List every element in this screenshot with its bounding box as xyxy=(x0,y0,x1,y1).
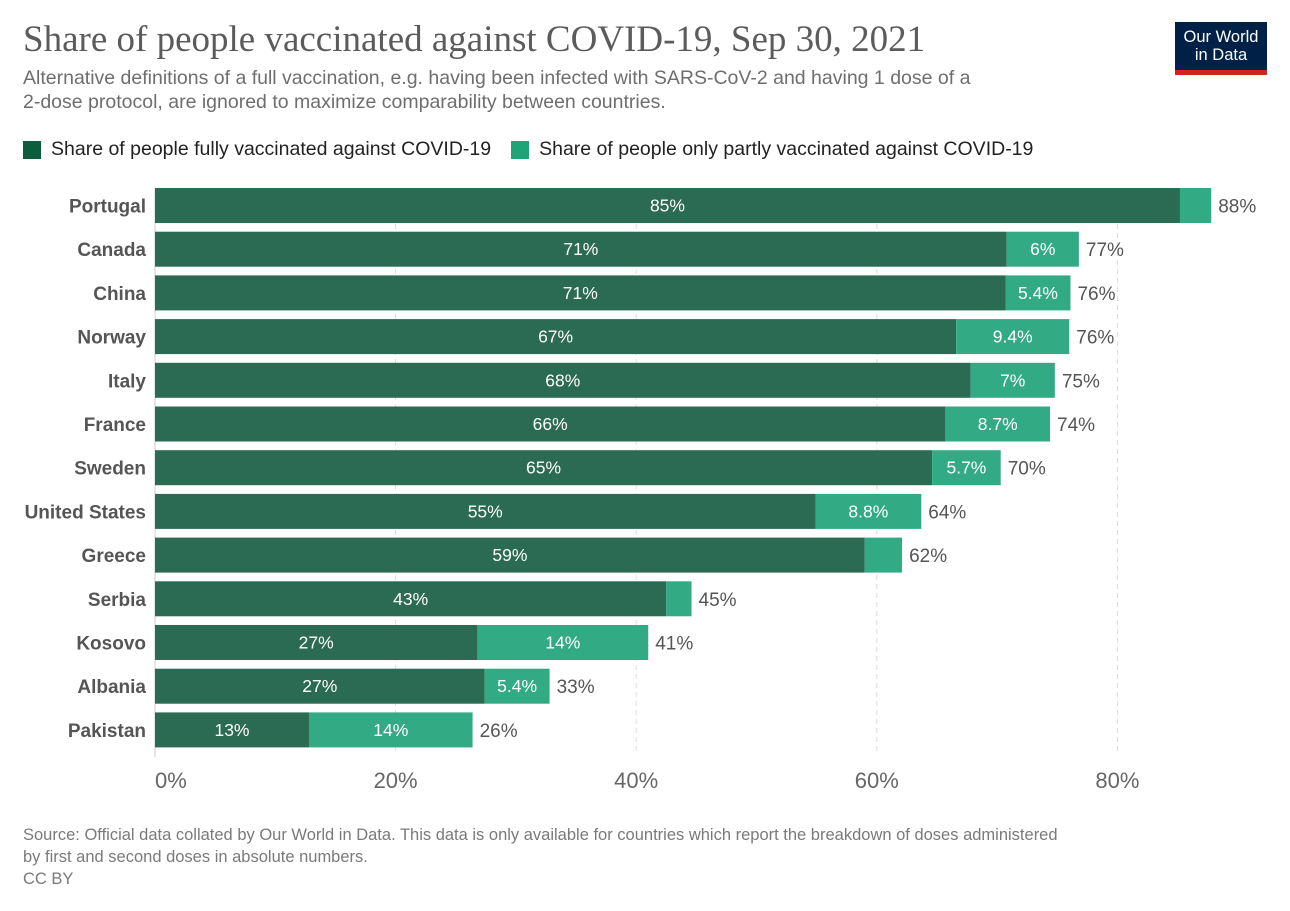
legend-label-partial: Share of people only partly vaccinated a… xyxy=(539,138,1034,160)
chart-subtitle: Alternative definitions of a full vaccin… xyxy=(23,66,1123,114)
bar-full-label: 43% xyxy=(393,589,428,609)
bar-partial xyxy=(815,493,922,529)
bar-total-label: 77% xyxy=(1086,240,1124,261)
logo-line-2: in Data xyxy=(1194,46,1248,64)
bar-total-label: 74% xyxy=(1057,415,1095,436)
bar-total-label: 45% xyxy=(699,590,737,611)
bar-full xyxy=(155,450,933,486)
category-label: Pakistan xyxy=(68,721,146,742)
bar-full-label: 71% xyxy=(563,239,598,259)
bar-full-label: 85% xyxy=(650,196,685,216)
bar-total-label: 76% xyxy=(1077,284,1115,305)
owid-logo[interactable]: Our World in Data xyxy=(1175,22,1267,75)
bar-total-label: 62% xyxy=(909,546,947,567)
bar-partial xyxy=(864,537,903,573)
bar-full xyxy=(155,188,1180,223)
bar-partial-label: 9.4% xyxy=(993,327,1033,347)
bar-full xyxy=(155,406,946,442)
bar-partial-label: 5.4% xyxy=(1018,283,1058,303)
bar-full-label: 13% xyxy=(214,720,249,740)
x-tick-label: 80% xyxy=(1095,768,1139,793)
x-tick-label: 20% xyxy=(374,768,418,793)
category-label: Sweden xyxy=(74,459,146,480)
bar-full xyxy=(155,493,816,529)
bar-partial xyxy=(1179,188,1212,223)
bar-total-label: 75% xyxy=(1062,371,1100,392)
bar-full xyxy=(155,668,485,704)
bar-full-label: 27% xyxy=(302,676,337,696)
bar-total-label: 33% xyxy=(557,677,595,698)
bar-partial-label: 14% xyxy=(545,633,580,653)
bar-partial-label: 8.7% xyxy=(978,414,1018,434)
category-label: France xyxy=(84,415,146,436)
bar-full xyxy=(155,537,865,573)
bar-total-label: 76% xyxy=(1076,328,1114,349)
bar-partial-label: 5.4% xyxy=(497,676,537,696)
bar-total-label: 70% xyxy=(1008,459,1046,480)
bar-partial xyxy=(477,625,649,660)
bar-partial-label: 8.8% xyxy=(848,501,888,521)
bar-total-label: 88% xyxy=(1218,197,1256,218)
legend-swatch-full xyxy=(23,140,41,159)
category-label: Canada xyxy=(77,240,146,261)
category-label: Norway xyxy=(77,328,146,349)
category-label: Portugal xyxy=(69,197,146,218)
bar-full-label: 65% xyxy=(526,458,561,478)
bar-partial xyxy=(666,581,692,617)
bar-full xyxy=(155,231,1007,267)
category-label: Albania xyxy=(77,677,146,698)
bar-full-label: 71% xyxy=(563,283,598,303)
bar-partial xyxy=(484,668,550,704)
bar-full xyxy=(155,362,971,398)
bar-total-label: 64% xyxy=(928,502,966,523)
subtitle-line-2: 2-dose protocol, are ignored to maximize… xyxy=(23,91,666,113)
bar-full-label: 68% xyxy=(545,370,580,390)
bar-full xyxy=(155,712,309,748)
legend: Share of people fully vaccinated against… xyxy=(23,138,1053,161)
bar-partial xyxy=(308,712,473,748)
license: CC BY xyxy=(23,870,74,888)
bar-full-label: 27% xyxy=(299,633,334,653)
category-label: Kosovo xyxy=(76,634,146,655)
bar-full xyxy=(155,625,478,660)
x-tick-label: 40% xyxy=(614,768,658,793)
legend-item-partial[interactable]: Share of people only partly vaccinated a… xyxy=(511,138,1033,161)
bar-full xyxy=(155,275,1006,311)
category-label: China xyxy=(93,284,146,305)
bar-partial xyxy=(970,362,1055,398)
bar-partial xyxy=(945,406,1051,442)
bar-partial-label: 5.7% xyxy=(946,458,986,478)
logo-line-1: Our World xyxy=(1183,28,1259,46)
bar-partial xyxy=(1006,231,1079,267)
bar-full xyxy=(155,581,667,617)
bar-partial xyxy=(932,450,1001,486)
legend-label-full: Share of people fully vaccinated against… xyxy=(51,138,492,160)
bar-total-label: 41% xyxy=(655,634,693,655)
bar-full xyxy=(155,319,957,355)
legend-swatch-partial xyxy=(511,140,530,159)
source-line-2: by first and second doses in absolute nu… xyxy=(23,848,368,866)
bar-partial xyxy=(956,319,1070,355)
category-label: Serbia xyxy=(88,590,147,611)
bar-full-label: 59% xyxy=(492,545,527,565)
category-label: Greece xyxy=(82,546,146,567)
bar-partial-label: 7% xyxy=(1000,370,1025,390)
bar-partial-label: 14% xyxy=(373,720,408,740)
chart-title: Share of people vaccinated against COVID… xyxy=(23,19,926,60)
bar-full-label: 66% xyxy=(533,414,568,434)
bar-partial xyxy=(1005,275,1071,311)
legend-item-full[interactable]: Share of people fully vaccinated against… xyxy=(23,138,491,161)
bar-full-label: 67% xyxy=(538,327,573,347)
subtitle-line-1: Alternative definitions of a full vaccin… xyxy=(23,67,971,89)
bar-partial-label: 6% xyxy=(1030,239,1055,259)
x-tick-label: 0% xyxy=(155,768,187,793)
bar-full-label: 55% xyxy=(468,501,503,521)
source-line-1: Source: Official data collated by Our Wo… xyxy=(23,826,1058,844)
category-label: United States xyxy=(25,502,146,523)
category-label: Italy xyxy=(108,371,146,392)
footer: Source: Official data collated by Our Wo… xyxy=(23,824,1263,890)
bar-total-label: 26% xyxy=(480,721,518,742)
x-tick-label: 60% xyxy=(855,768,899,793)
